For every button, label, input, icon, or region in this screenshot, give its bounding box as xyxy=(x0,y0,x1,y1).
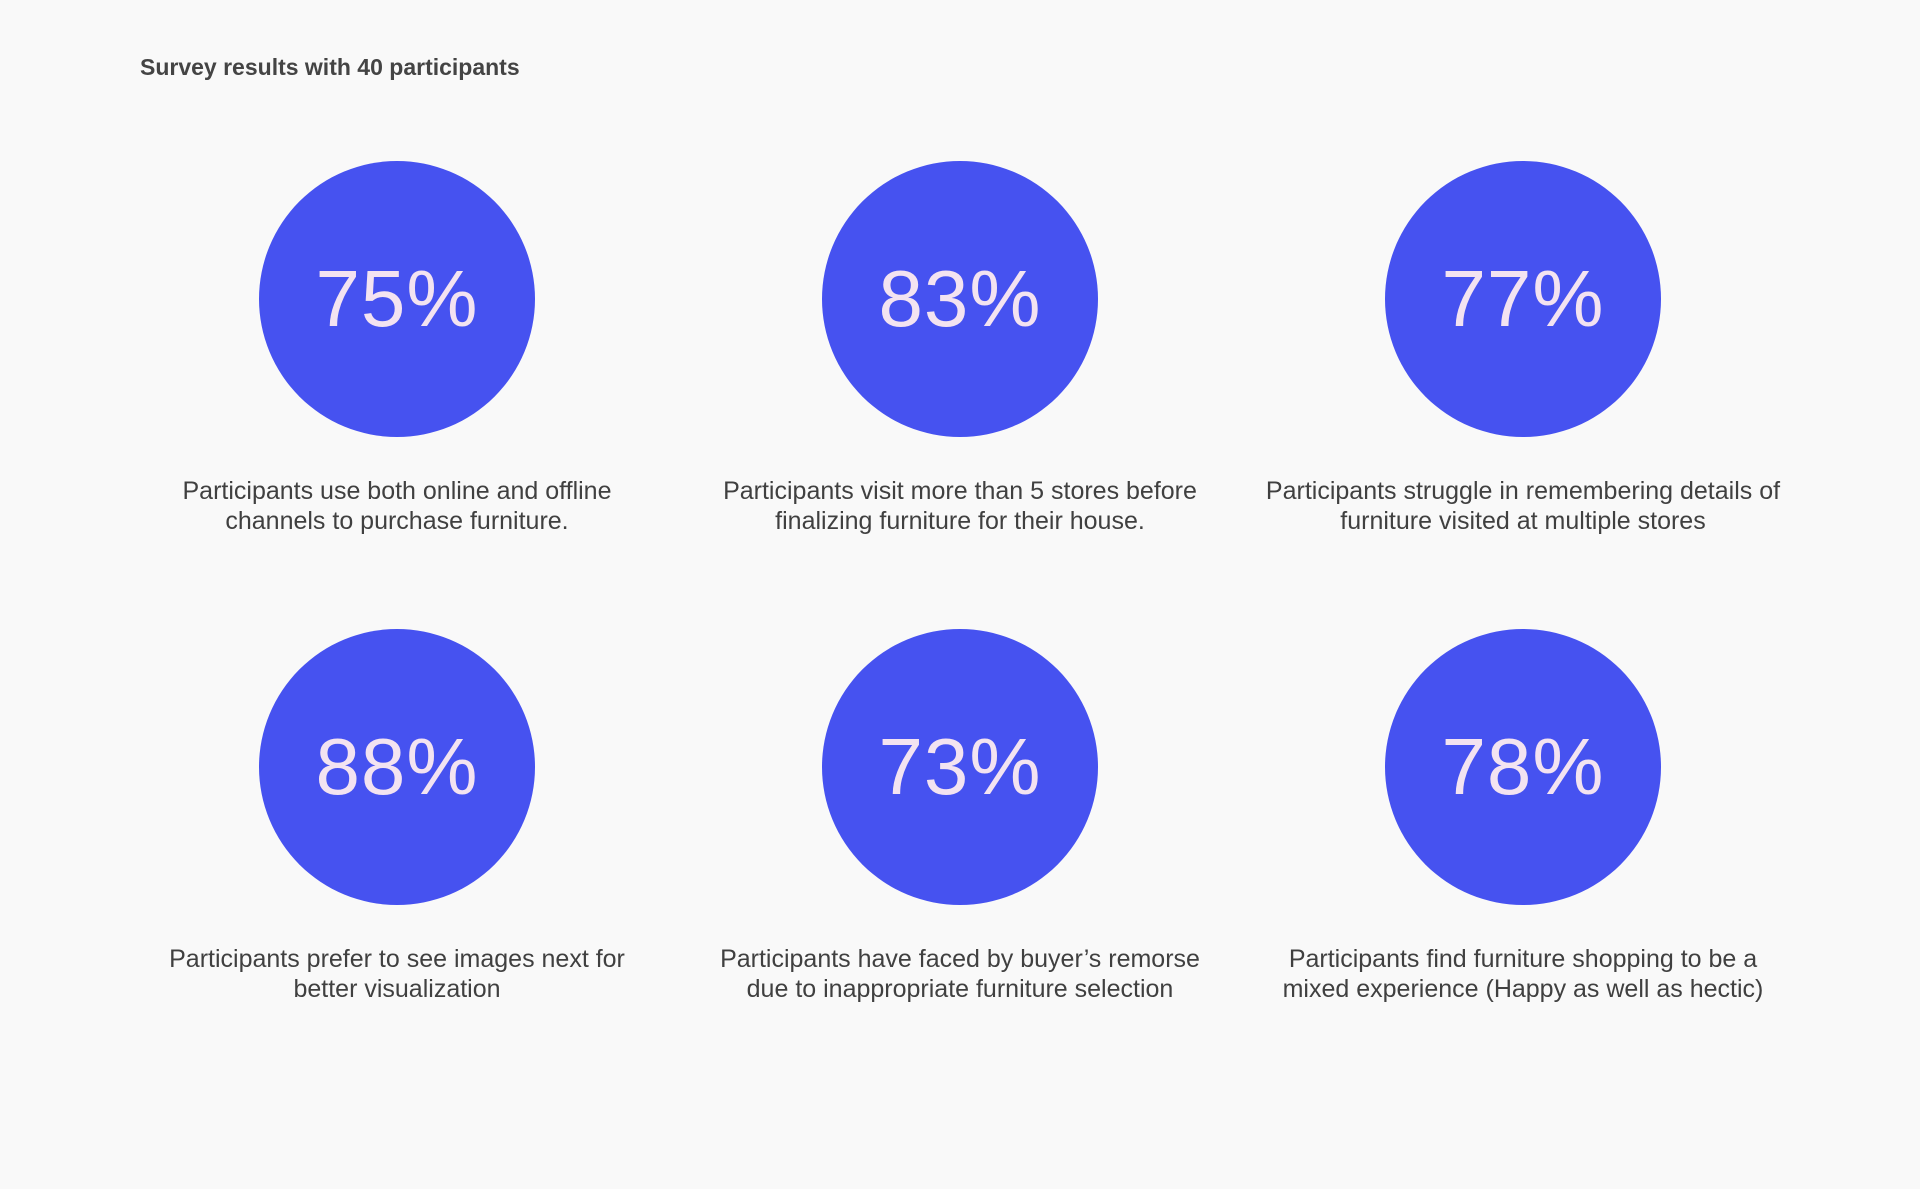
stat-circle: 77% xyxy=(1385,161,1661,437)
stat-caption-line: mixed experience (Happy as well as hecti… xyxy=(1282,975,1764,1003)
stat-caption-line: Participants use both online and offline xyxy=(182,477,612,505)
stat-value: 77% xyxy=(1441,254,1605,343)
stat-card-3: 77% Participants struggle in remembering… xyxy=(1243,161,1803,581)
stat-caption-line: finalizing furniture for their house. xyxy=(775,507,1145,535)
stat-caption-line: better visualization xyxy=(293,975,501,1003)
stat-value: 88% xyxy=(315,722,479,811)
stat-caption-line: Participants prefer to see images next f… xyxy=(169,945,625,973)
stat-value: 78% xyxy=(1441,722,1605,811)
stat-caption-line: Participants have faced by buyer’s remor… xyxy=(720,945,1200,973)
stat-caption-line: Participants visit more than 5 stores be… xyxy=(723,477,1197,505)
stat-caption: Participants have faced by buyer’s remor… xyxy=(680,944,1240,1004)
stat-caption: Participants prefer to see images next f… xyxy=(117,944,677,1004)
stat-caption-line: furniture visited at multiple stores xyxy=(1340,507,1706,535)
stat-circle: 73% xyxy=(822,629,1098,905)
stat-caption-line: channels to purchase furniture. xyxy=(225,507,569,535)
stat-caption-line: Participants find furniture shopping to … xyxy=(1288,945,1758,973)
stat-value: 75% xyxy=(315,254,479,343)
stat-card-5: 73% Participants have faced by buyer’s r… xyxy=(680,629,1240,1049)
stat-card-6: 78% Participants find furniture shopping… xyxy=(1243,629,1803,1049)
stat-caption: Participants visit more than 5 stores be… xyxy=(680,476,1240,536)
stat-value: 83% xyxy=(878,254,1042,343)
stat-circle: 75% xyxy=(259,161,535,437)
stat-card-1: 75% Participants use both online and off… xyxy=(117,161,677,581)
stat-circle: 88% xyxy=(259,629,535,905)
stat-circle: 83% xyxy=(822,161,1098,437)
stat-card-2: 83% Participants visit more than 5 store… xyxy=(680,161,1240,581)
stat-value: 73% xyxy=(878,722,1042,811)
stat-caption: Participants find furniture shopping to … xyxy=(1243,944,1803,1004)
stat-caption: Participants struggle in remembering det… xyxy=(1243,476,1803,536)
stat-card-4: 88% Participants prefer to see images ne… xyxy=(117,629,677,1049)
stat-caption-line: due to inappropriate furniture selection xyxy=(746,975,1174,1003)
stat-caption: Participants use both online and offline… xyxy=(117,476,677,536)
stat-circle: 78% xyxy=(1385,629,1661,905)
stat-caption-line: Participants struggle in remembering det… xyxy=(1265,477,1781,505)
page-title: Survey results with 40 participants xyxy=(140,54,520,80)
